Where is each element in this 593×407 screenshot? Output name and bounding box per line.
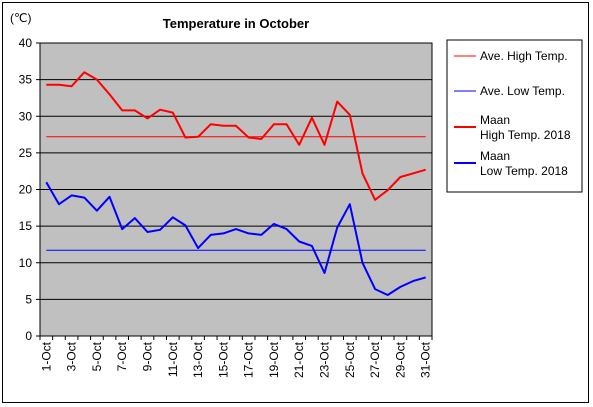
series-line-2 <box>46 71 426 201</box>
chart-title: Temperature in October <box>163 16 309 31</box>
grid-lines <box>40 79 432 300</box>
x-tick-label: 5-Oct <box>90 341 104 371</box>
y-tick-label: 25 <box>19 146 33 160</box>
y-axis: 0 5 10 15 20 25 30 35 40 <box>19 36 40 343</box>
x-tick-label: 17-Oct <box>242 341 256 378</box>
series-layer <box>45 71 426 296</box>
series-line-3 <box>45 181 426 296</box>
x-tick-label: 29-Oct <box>393 341 407 378</box>
x-tick-label: 11-Oct <box>166 341 180 377</box>
unit-label: (℃) <box>10 11 31 25</box>
x-tick-label: 21-Oct <box>292 341 306 378</box>
x-tick-label: 19-Oct <box>267 341 281 378</box>
legend-label: Low Temp. 2018 <box>480 164 568 178</box>
legend-label: Ave. High Temp. <box>480 49 568 63</box>
x-tick-label: 7-Oct <box>115 341 129 371</box>
legend <box>446 39 583 193</box>
x-tick-label: 25-Oct <box>343 341 357 378</box>
x-tick-label: 9-Oct <box>140 341 154 371</box>
x-tick-label: 23-Oct <box>318 341 332 378</box>
legend-label: Maan <box>480 149 510 163</box>
x-tick-label: 1-Oct <box>39 341 53 371</box>
x-tick-label: 15-Oct <box>216 341 230 378</box>
y-tick-label: 0 <box>25 329 32 343</box>
y-tick-label: 10 <box>19 256 33 270</box>
legend-label: High Temp. 2018 <box>480 128 571 142</box>
x-tick-label: 27-Oct <box>368 341 382 378</box>
legend-label: Ave. Low Temp. <box>480 84 565 98</box>
legend-label: Maan <box>480 113 510 127</box>
y-tick-label: 15 <box>19 219 33 233</box>
y-tick-label: 30 <box>19 109 33 123</box>
y-tick-label: 5 <box>25 292 32 306</box>
x-tick-label: 31-Oct <box>419 341 433 378</box>
y-tick-label: 35 <box>19 73 33 87</box>
y-tick-label: 20 <box>19 183 33 197</box>
x-tick-label: 13-Oct <box>191 341 205 378</box>
x-tick-label: 3-Oct <box>65 341 79 371</box>
x-axis: 1-Oct 3-Oct 5-Oct 7-Oct 9-Oct 11-Oct 13-Oct 15-… <box>39 336 433 378</box>
y-tick-label: 40 <box>19 36 33 50</box>
